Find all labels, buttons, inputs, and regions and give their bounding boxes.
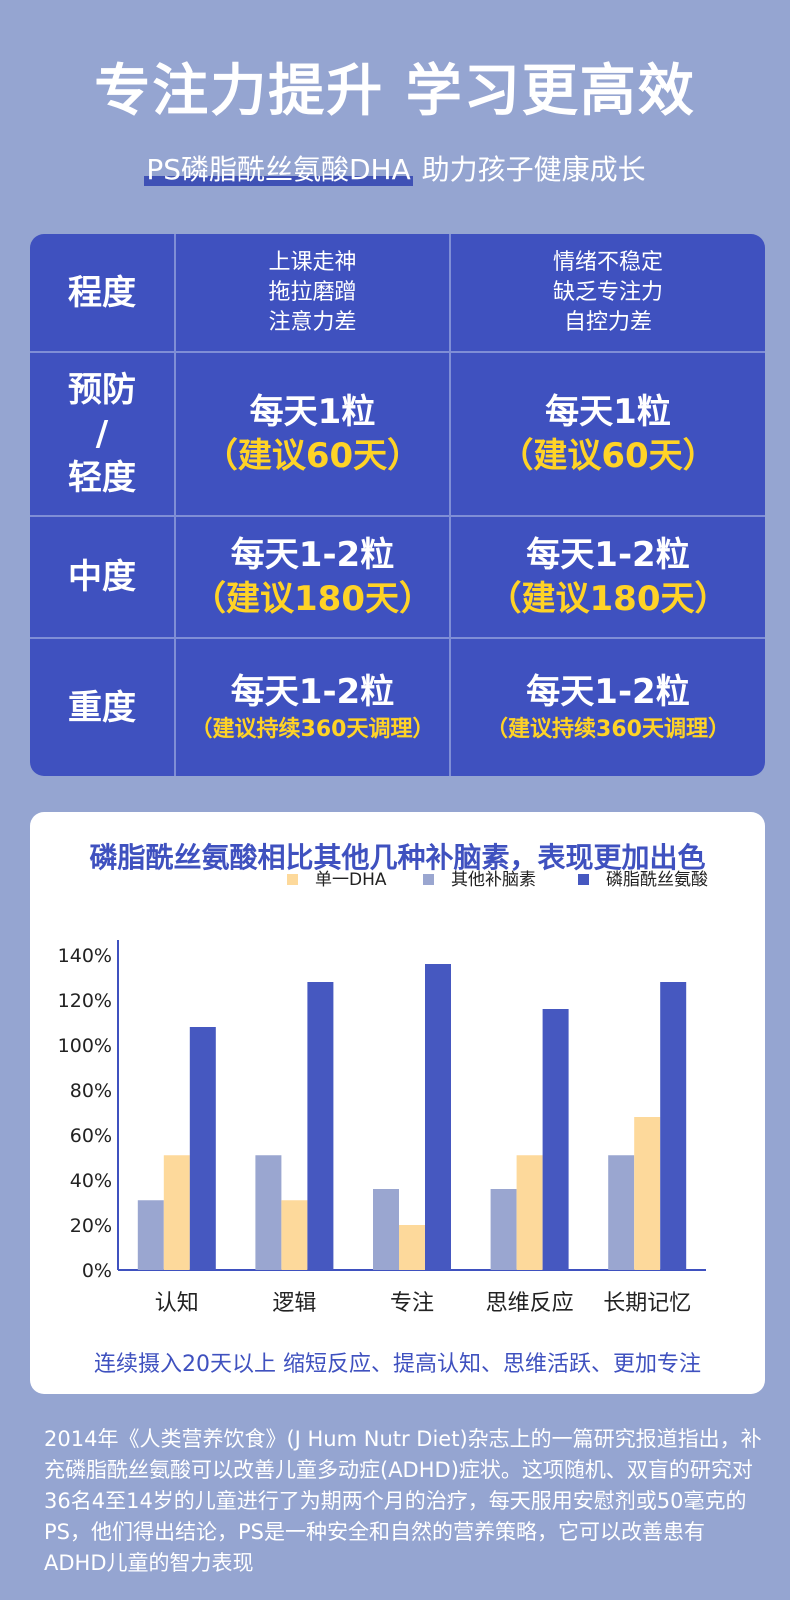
symptom-text: 自控力差 bbox=[563, 309, 652, 335]
bar-3 bbox=[425, 964, 451, 1270]
level-label: 中度 bbox=[68, 557, 136, 597]
bar-3 bbox=[307, 982, 334, 1270]
research-footnote: 2014年《人类营养饮食》(J Hum Nutr Diet)杂志上的一篇研究报道… bbox=[44, 1427, 762, 1575]
y-tick-label: 120% bbox=[58, 990, 112, 1012]
level-label: 预防 bbox=[68, 370, 136, 410]
bar-1 bbox=[255, 1155, 282, 1270]
symptom-text: 情绪不稳定 bbox=[552, 249, 663, 275]
legend-swatch bbox=[287, 874, 298, 885]
symptom-text: 缺乏专注力 bbox=[552, 279, 663, 305]
x-tick-label: 长期记忆 bbox=[603, 1291, 691, 1316]
symptom-text: 注意力差 bbox=[268, 309, 357, 335]
dose-duration: （建议60天） bbox=[203, 436, 422, 476]
symptom-text: 上课走神 bbox=[268, 249, 357, 275]
dose-amount: 每天1粒 bbox=[249, 392, 376, 432]
level-separator: / bbox=[95, 414, 109, 454]
subtitle-rest: 助力孩子健康成长 bbox=[412, 153, 646, 186]
legend-label: 其他补脑素 bbox=[451, 870, 536, 890]
table-row-severe: 重度 每天1-2粒 （建议持续360天调理） 每天1-2粒 （建议持续360天调… bbox=[30, 637, 765, 776]
dose-duration: （建议持续360天调理） bbox=[190, 716, 435, 742]
header-level-label: 程度 bbox=[68, 272, 136, 313]
dose-duration: （建议180天） bbox=[192, 579, 433, 619]
table-row-mild: 预防 / 轻度 每天1粒 （建议60天） 每天1粒 （建议60天） bbox=[30, 351, 765, 517]
level-label: 轻度 bbox=[68, 458, 136, 498]
chart-title: 磷脂酰丝氨酸相比其他几种补脑素，表现更加出色 bbox=[89, 841, 706, 874]
symptom-group-1: 上课走神 拖拉磨蹭 注意力差 bbox=[174, 234, 451, 353]
bar-2 bbox=[399, 1225, 425, 1270]
x-tick-label: 认知 bbox=[155, 1291, 199, 1316]
y-tick-label: 20% bbox=[70, 1215, 112, 1237]
bar-2 bbox=[281, 1200, 308, 1270]
dose-amount: 每天1-2粒 bbox=[230, 535, 395, 575]
legend-label: 磷脂酰丝氨酸 bbox=[606, 870, 708, 890]
bar-chart: 0% 20% 40% 60% 80% 100% 120% 140% 认知 逻辑 专注 思维反应 长期记忆… bbox=[58, 870, 708, 1316]
y-tick-label: 100% bbox=[58, 1035, 112, 1057]
bar-2 bbox=[634, 1117, 661, 1270]
bar-1 bbox=[490, 1189, 517, 1270]
subtitle-highlight: PS磷脂酰丝氨酸DHA bbox=[144, 153, 413, 186]
y-tick-label: 140% bbox=[58, 945, 112, 967]
y-tick-label: 40% bbox=[70, 1170, 112, 1192]
bar-1 bbox=[608, 1155, 635, 1270]
bar-2 bbox=[516, 1155, 543, 1270]
dose-amount: 每天1-2粒 bbox=[230, 671, 395, 712]
dose-amount: 每天1粒 bbox=[545, 392, 671, 432]
dose-duration: （建议60天） bbox=[499, 436, 717, 476]
legend-swatch bbox=[578, 874, 589, 885]
symptom-group-2: 情绪不稳定 缺乏专注力 自控力差 bbox=[449, 234, 765, 353]
table-header-row: 程度 上课走神 拖拉磨蹭 注意力差 情绪不稳定 缺乏专注力 自控力差 bbox=[30, 234, 765, 353]
x-tick-label: 专注 bbox=[390, 1291, 434, 1316]
dose-duration: （建议持续360天调理） bbox=[486, 716, 730, 742]
bar-3 bbox=[660, 982, 687, 1270]
chart-card: 磷脂酰丝氨酸相比其他几种补脑素，表现更加出色 0% 20% 40% 60% 80% 100… bbox=[30, 812, 765, 1394]
legend-label: 单一DHA bbox=[315, 870, 387, 890]
table-row-moderate: 中度 每天1-2粒 （建议180天） 每天1-2粒 （建议180天） bbox=[30, 515, 765, 639]
bar-1 bbox=[373, 1189, 399, 1270]
x-tick-label: 思维反应 bbox=[486, 1291, 574, 1316]
page-subtitle: PS磷脂酰丝氨酸DHA 助力孩子健康成长 bbox=[0, 148, 790, 188]
dose-duration: （建议180天） bbox=[487, 579, 729, 619]
bar-1 bbox=[137, 1200, 164, 1270]
legend-swatch bbox=[423, 874, 434, 885]
y-tick-label: 0% bbox=[82, 1260, 112, 1282]
dosage-table: 程度 上课走神 拖拉磨蹭 注意力差 情绪不稳定 缺乏专注力 自控力差 预防 / … bbox=[30, 234, 765, 776]
symptom-text: 拖拉磨蹭 bbox=[268, 279, 357, 305]
dose-amount: 每天1-2粒 bbox=[526, 535, 690, 575]
bar-3 bbox=[189, 1027, 216, 1270]
page-title: 专注力提升 学习更高效 bbox=[94, 59, 696, 124]
bar-2 bbox=[163, 1155, 190, 1270]
dose-amount: 每天1-2粒 bbox=[526, 671, 690, 712]
bar-3 bbox=[542, 1009, 569, 1270]
y-tick-label: 80% bbox=[70, 1080, 112, 1102]
level-label: 重度 bbox=[68, 687, 136, 728]
chart-footer: 连续摄入20天以上 缩短反应、提高认知、思维活跃、更加专注 bbox=[94, 1352, 701, 1377]
x-tick-label: 逻辑 bbox=[272, 1291, 316, 1316]
y-tick-label: 60% bbox=[70, 1125, 112, 1147]
